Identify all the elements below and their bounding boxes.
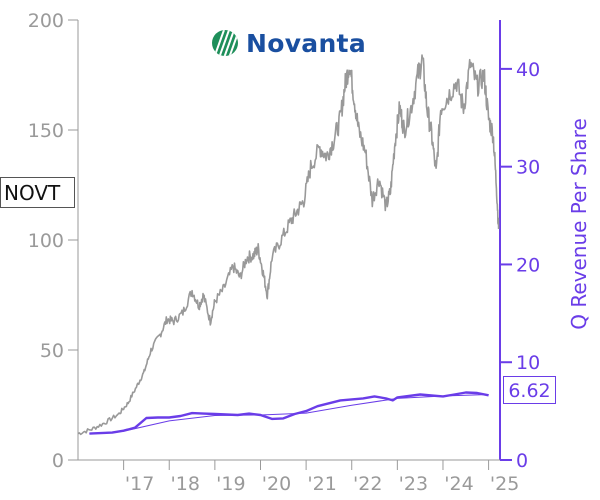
right-axis-label: Q Revenue Per Share <box>567 118 591 330</box>
x-tick-label: '20 <box>262 473 291 495</box>
novanta-logo-icon <box>212 30 238 56</box>
left-tick-label: 100 <box>28 230 64 252</box>
company-logo: Novanta <box>210 26 366 60</box>
right-tick-label: 30 <box>516 157 540 179</box>
x-tick-label: '21 <box>307 473 336 495</box>
x-tick-label: '23 <box>399 473 428 495</box>
right-tick-label: 0 <box>516 450 528 472</box>
left-tick-label: 150 <box>28 120 64 142</box>
ticker-label: NOVT <box>0 177 75 208</box>
revenue-series-line <box>89 391 489 435</box>
x-tick-label: '25 <box>490 473 519 495</box>
x-year-axis: '17 '18 '19 '20 '21 '22 '23 '24 '25 <box>78 459 519 495</box>
x-tick-label: '22 <box>353 473 382 495</box>
right-tick-label: 10 <box>516 352 540 374</box>
company-name: Novanta <box>246 28 366 58</box>
left-tick-label: 200 <box>28 10 64 32</box>
revenue-trend-line <box>89 394 489 435</box>
right-revenue-axis: 0 10 20 30 40 <box>499 20 540 472</box>
x-tick-label: '18 <box>171 473 200 495</box>
x-tick-label: '24 <box>444 473 473 495</box>
right-tick-label: 20 <box>516 254 540 276</box>
left-tick-label: 0 <box>52 450 64 472</box>
x-tick-label: '19 <box>216 473 245 495</box>
price-series-line <box>77 54 500 436</box>
series-layer <box>77 54 500 436</box>
right-tick-label: 40 <box>516 59 540 81</box>
left-price-axis: 0 50 100 150 200 <box>28 10 79 472</box>
left-tick-label: 50 <box>40 340 64 362</box>
last-value-badge: 6.62 <box>503 376 556 404</box>
x-tick-label: '17 <box>125 473 154 495</box>
